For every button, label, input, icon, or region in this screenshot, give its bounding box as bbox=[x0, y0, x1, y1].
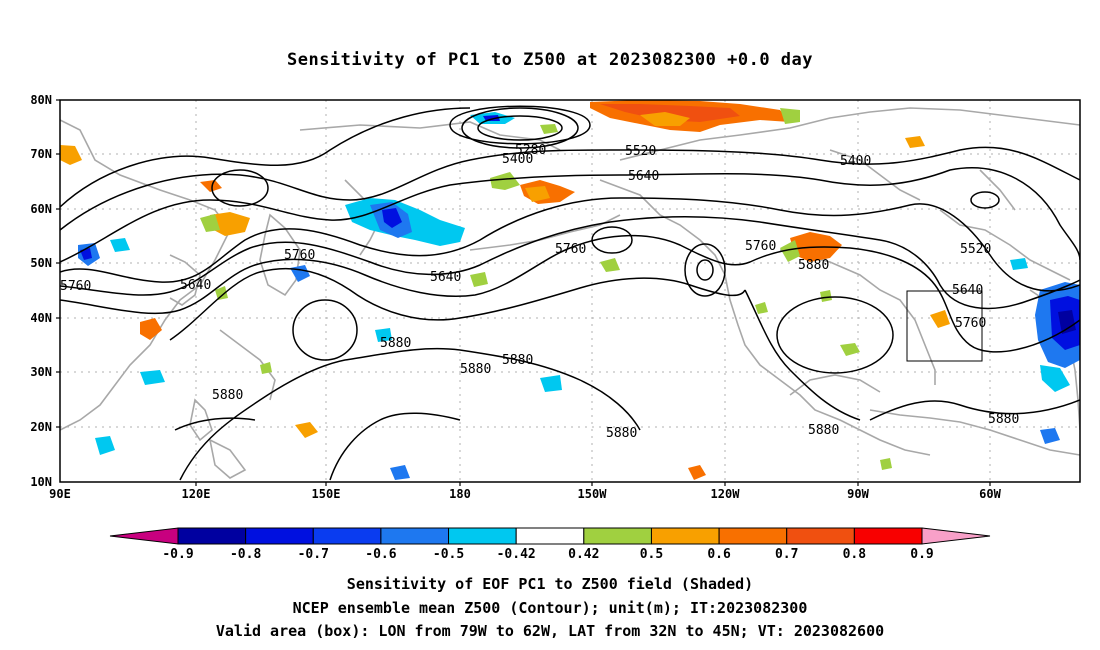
lon-label: 120W bbox=[711, 487, 741, 501]
valid-area-box bbox=[906, 290, 983, 362]
colorbar-label: -0.6 bbox=[365, 547, 396, 562]
contour-label: 5880 bbox=[502, 353, 533, 368]
lat-label: 50N bbox=[30, 256, 52, 270]
colorbar-label: 0.5 bbox=[640, 547, 663, 562]
contour-label: 5520 bbox=[960, 242, 991, 257]
map-frame bbox=[59, 99, 1081, 483]
colorbar-label: 0.6 bbox=[707, 547, 731, 562]
colorbar-bin bbox=[786, 527, 855, 545]
contour-labels: 5280 5400 5520 5400 5640 5760 5760 5520 … bbox=[60, 143, 1019, 441]
colorbar-bin bbox=[245, 527, 314, 545]
colorbar-bin bbox=[583, 527, 652, 545]
colorbar-bin bbox=[650, 527, 720, 545]
contour-label: 5400 bbox=[840, 154, 871, 169]
colorbar-label: -0.5 bbox=[433, 547, 464, 562]
colorbar-label: -0.42 bbox=[497, 547, 536, 562]
contour-label: 5880 bbox=[808, 423, 839, 438]
colorbar-overflow bbox=[921, 527, 991, 545]
contour-label: 5880 bbox=[460, 362, 491, 377]
contour-label: 5760 bbox=[745, 239, 776, 254]
contour-label: 5880 bbox=[380, 336, 411, 351]
contour-label: 5640 bbox=[430, 270, 461, 285]
lon-label: 180 bbox=[449, 487, 471, 501]
latitude-labels: 80N 70N 60N 50N 40N 30N 20N 10N bbox=[30, 93, 52, 489]
contour-label: 5760 bbox=[284, 248, 315, 263]
colorbar-underflow bbox=[109, 527, 179, 545]
colorbar-bin bbox=[448, 527, 517, 545]
colorbar-bin bbox=[177, 527, 247, 545]
caption-valid-area: Valid area (box): LON from 79W to 62W, L… bbox=[215, 622, 885, 640]
colorbar-label: -0.7 bbox=[298, 547, 329, 562]
colorbar-bin bbox=[312, 527, 382, 545]
longitude-labels: 90E 120E 150E 180 150W 120W 90W 60W bbox=[49, 487, 1001, 501]
contour-label: 5400 bbox=[502, 152, 533, 167]
contour-label: 5640 bbox=[628, 169, 659, 184]
colorbar-label: -0.9 bbox=[162, 547, 193, 562]
contour-label: 5880 bbox=[798, 258, 829, 273]
lat-label: 70N bbox=[30, 147, 52, 161]
lat-label: 80N bbox=[30, 93, 52, 107]
map-title: Sensitivity of PC1 to Z500 at 2023082300… bbox=[286, 50, 813, 70]
lat-label: 40N bbox=[30, 311, 52, 325]
colorbar-bin bbox=[515, 527, 585, 545]
contour-label: 5520 bbox=[625, 144, 656, 159]
sensitivity-shading bbox=[60, 100, 1080, 480]
colorbar-label: 0.7 bbox=[775, 547, 798, 562]
colorbar-label: 0.42 bbox=[568, 547, 599, 562]
lon-label: 60W bbox=[979, 487, 1001, 501]
gridlines bbox=[60, 100, 1080, 482]
caption-contour: NCEP ensemble mean Z500 (Contour); unit(… bbox=[292, 599, 808, 617]
colorbar-label: -0.8 bbox=[230, 547, 261, 562]
contour-label: 5280 bbox=[515, 143, 546, 158]
lon-label: 150W bbox=[578, 487, 608, 501]
lat-label: 30N bbox=[30, 365, 52, 379]
colorbar-label: 0.9 bbox=[910, 547, 933, 562]
colorbar-bin bbox=[718, 527, 788, 545]
contour-label: 5880 bbox=[212, 388, 243, 403]
contour-label: 5760 bbox=[60, 279, 91, 294]
contour-label: 5640 bbox=[180, 278, 211, 293]
lat-label: 60N bbox=[30, 202, 52, 216]
lon-label: 120E bbox=[182, 487, 211, 501]
contour-label: 5880 bbox=[988, 412, 1019, 427]
contour-label: 5760 bbox=[955, 316, 986, 331]
colorbar-bin bbox=[853, 527, 923, 545]
contour-label: 5760 bbox=[555, 242, 586, 257]
lon-label: 90W bbox=[847, 487, 869, 501]
lon-label: 150E bbox=[312, 487, 341, 501]
colorbar: -0.9 -0.8 -0.7 -0.6 -0.5 -0.42 0.42 0.5 0.6 0.7 0.… bbox=[109, 527, 991, 562]
z500-contours bbox=[60, 105, 1080, 481]
colorbar-label: 0.8 bbox=[843, 547, 867, 562]
lat-label: 20N bbox=[30, 420, 52, 434]
colorbar-bin bbox=[380, 527, 450, 545]
lon-label: 90E bbox=[49, 487, 71, 501]
lat-label: 10N bbox=[30, 475, 52, 489]
caption-shading: Sensitivity of EOF PC1 to Z500 field (Sh… bbox=[346, 575, 754, 593]
contour-label: 5880 bbox=[606, 426, 637, 441]
